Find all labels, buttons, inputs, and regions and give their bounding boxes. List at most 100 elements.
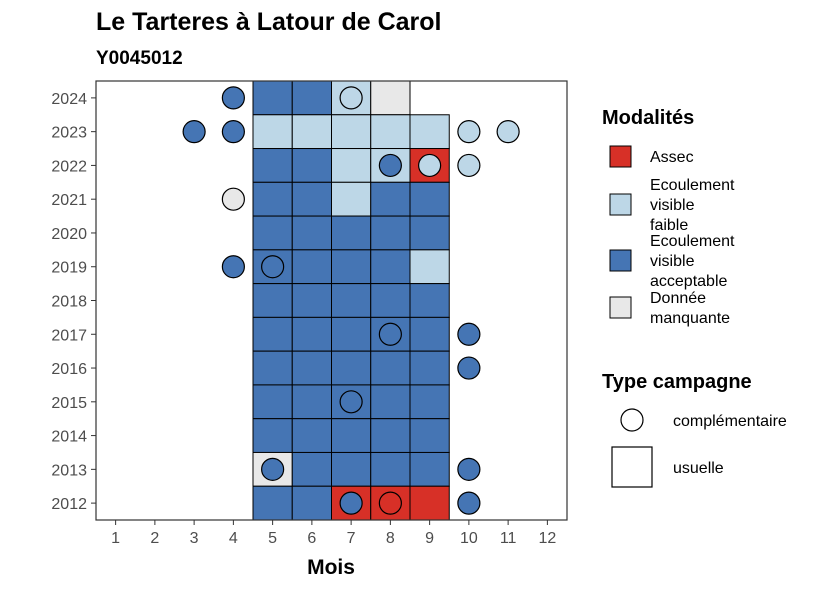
point-2019-4 xyxy=(221,255,245,279)
legend: Modalités Assec Ecoulement visible faibleEc… xyxy=(602,107,787,488)
tile-2018-8 xyxy=(370,283,411,318)
point-2023-11 xyxy=(496,120,520,144)
tile-2024-8 xyxy=(370,80,411,116)
point-2022-9 xyxy=(418,153,442,178)
tile-2019-6 xyxy=(291,249,332,285)
y-tick-label: 2014 xyxy=(51,429,87,446)
point-2017-10 xyxy=(457,322,481,346)
legend-item-acceptable: Ecoulement visible acceptable xyxy=(609,233,735,290)
legend-label: Ecoulement visible faible xyxy=(650,177,735,234)
point-2017-8 xyxy=(378,322,402,346)
point-2021-4 xyxy=(221,187,245,211)
y-tick-label: 2017 xyxy=(51,327,87,344)
tile-2013-8 xyxy=(370,451,411,487)
y-tick-label: 2022 xyxy=(51,158,87,175)
point-2019-5 xyxy=(261,255,285,279)
y-tick-label: 2024 xyxy=(51,91,87,108)
legend-label: Donnée manquante xyxy=(650,290,730,327)
y-tick-label: 2018 xyxy=(51,294,87,311)
y-tick-label: 2012 xyxy=(51,496,87,513)
tile-2012-9 xyxy=(409,485,450,521)
tile-2023-9 xyxy=(409,114,450,150)
x-tick-label: 5 xyxy=(268,530,277,547)
tile-2021-5 xyxy=(252,181,293,217)
tile-2021-7 xyxy=(331,181,372,217)
x-axis: 1 2 3 4 5 6 7 8 9 10 11 12 xyxy=(111,520,556,547)
tile-2017-9 xyxy=(409,316,450,352)
legend-campagne: complémentaire usuelle xyxy=(611,408,787,488)
tile-2021-9 xyxy=(409,181,450,217)
tile-2021-8 xyxy=(370,181,411,217)
tile-2015-6 xyxy=(291,384,332,420)
tile-2013-9 xyxy=(409,451,450,487)
points-layer xyxy=(182,86,520,515)
tile-2015-8 xyxy=(370,384,411,420)
tile-2018-7 xyxy=(331,283,372,318)
tile-2022-7 xyxy=(331,148,372,183)
tile-2020-6 xyxy=(291,215,332,251)
y-tick-label: 2016 xyxy=(51,361,87,378)
tile-2023-6 xyxy=(291,114,332,150)
tile-2014-5 xyxy=(252,418,293,453)
legend-key xyxy=(611,446,653,488)
tile-2019-8 xyxy=(370,249,411,285)
point-2022-8 xyxy=(378,153,402,178)
point-2012-7 xyxy=(339,491,363,515)
x-tick-label: 8 xyxy=(386,530,395,547)
point-2013-5 xyxy=(261,457,285,481)
legend-label: usuelle xyxy=(673,460,724,477)
legend-label: Assec xyxy=(650,149,694,166)
tile-2015-9 xyxy=(409,384,450,420)
point-2015-7 xyxy=(339,390,363,414)
tile-2018-6 xyxy=(291,283,332,318)
tile-2022-5 xyxy=(252,148,293,183)
y-axis: 2024 2023 2022 2021 2020 2019 2018 2017 2016 2015… xyxy=(51,91,96,513)
tile-2018-5 xyxy=(252,283,293,318)
point-2013-10 xyxy=(457,457,481,481)
legend-item-faible: Ecoulement visible faible xyxy=(609,177,735,234)
point-2023-4 xyxy=(221,120,245,144)
point-2023-3 xyxy=(182,120,206,144)
tiles-layer xyxy=(252,80,450,521)
legend-label: complémentaire xyxy=(673,413,787,430)
x-tick-label: 1 xyxy=(111,530,120,547)
tile-2015-5 xyxy=(252,384,293,420)
x-tick-label: 2 xyxy=(150,530,159,547)
legend-key xyxy=(620,408,644,432)
legend-swatch xyxy=(609,145,632,168)
x-tick-label: 12 xyxy=(538,530,556,547)
tile-2019-9 xyxy=(409,249,450,285)
legend-item-complementaire: complémentaire xyxy=(620,408,787,432)
legend-swatch xyxy=(609,249,632,272)
y-tick-label: 2023 xyxy=(51,125,87,142)
tile-2012-6 xyxy=(291,485,332,521)
x-axis-label: Mois xyxy=(307,556,355,579)
tile-2013-7 xyxy=(331,451,372,487)
y-tick-label: 2015 xyxy=(51,395,87,412)
tile-2014-7 xyxy=(331,418,372,453)
chart-title: Le Tarteres à Latour de Carol xyxy=(96,8,441,36)
x-tick-label: 9 xyxy=(425,530,434,547)
tile-2016-8 xyxy=(370,350,411,386)
tile-2023-7 xyxy=(331,114,372,150)
tile-2024-5 xyxy=(252,80,293,116)
tile-2023-8 xyxy=(370,114,411,150)
legend-item-manquante: Donnée manquante xyxy=(609,290,730,327)
tile-2020-8 xyxy=(370,215,411,251)
x-tick-label: 4 xyxy=(229,530,238,547)
point-2022-10 xyxy=(457,153,481,178)
tile-2017-7 xyxy=(331,316,372,352)
legend-swatch xyxy=(609,193,632,216)
tile-2017-5 xyxy=(252,316,293,352)
tile-2016-7 xyxy=(331,350,372,386)
legend-item-assec: Assec xyxy=(609,145,694,168)
legend-item-usuelle: usuelle xyxy=(611,446,724,488)
tile-2018-9 xyxy=(409,283,450,318)
legend-modalites-title: Modalités xyxy=(602,107,694,129)
legend-swatch xyxy=(609,296,632,319)
tile-2019-7 xyxy=(331,249,372,285)
tile-2013-6 xyxy=(291,451,332,487)
tile-2017-6 xyxy=(291,316,332,352)
